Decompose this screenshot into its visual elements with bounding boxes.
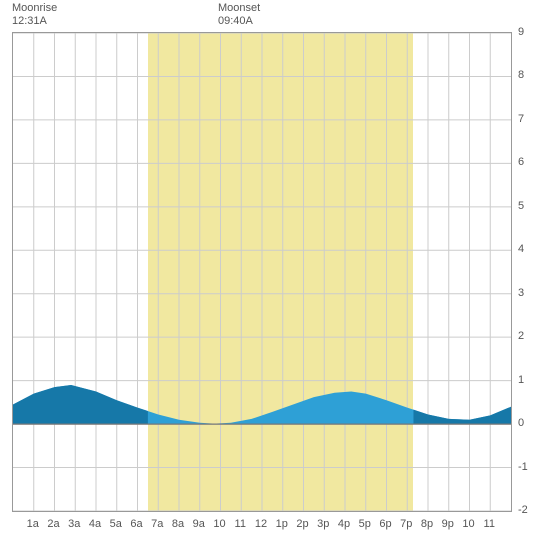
y-axis: -2-10123456789 (514, 32, 542, 512)
x-tick-label: 12 (255, 518, 267, 530)
y-tick-label: 3 (518, 287, 524, 299)
x-tick-label: 7p (400, 518, 412, 530)
gridlines (13, 33, 511, 511)
moonrise-time: 12:31A (12, 15, 57, 28)
x-tick-label: 3a (68, 518, 80, 530)
y-tick-label: 9 (518, 26, 524, 38)
x-tick-label: 6p (379, 518, 391, 530)
x-tick-label: 10 (213, 518, 225, 530)
moonset-label: Moonset (218, 2, 260, 15)
tide-area-dark-predawn (13, 385, 148, 424)
y-tick-label: 0 (518, 417, 524, 429)
y-tick-label: 1 (518, 374, 524, 386)
x-tick-label: 1a (27, 518, 39, 530)
moonrise-block: Moonrise 12:31A (12, 2, 57, 28)
x-tick-label: 9a (193, 518, 205, 530)
x-tick-label: 4a (89, 518, 101, 530)
x-tick-label: 7a (151, 518, 163, 530)
x-tick-label: 11 (235, 518, 246, 530)
y-tick-label: 8 (518, 69, 524, 81)
plot-svg (13, 33, 511, 511)
x-axis: 1a 2a 3a 4a 5a 6a 7a 8a 9a 10 11 12 1p 2p 3p 4p 5p 6p 7p 8p… (12, 516, 512, 536)
x-tick-label: 4p (338, 518, 350, 530)
x-tick-label: 1p (276, 518, 288, 530)
y-tick-label: -2 (518, 504, 528, 516)
y-tick-label: 5 (518, 200, 524, 212)
y-tick-label: 7 (518, 113, 524, 125)
tide-chart: Moonrise 12:31A Moonset 09:40A -2-101234… (0, 0, 550, 550)
moonset-time: 09:40A (218, 15, 260, 28)
moon-header: Moonrise 12:31A Moonset 09:40A (0, 2, 550, 32)
x-tick-label: 8p (421, 518, 433, 530)
x-tick-label: 6a (130, 518, 142, 530)
y-tick-label: 4 (518, 243, 524, 255)
plot-area (12, 32, 512, 512)
x-tick-label: 2a (47, 518, 59, 530)
moonrise-label: Moonrise (12, 2, 57, 15)
x-tick-label: 5a (110, 518, 122, 530)
x-tick-label: 10 (462, 518, 474, 530)
x-tick-label: 5p (359, 518, 371, 530)
y-tick-label: 2 (518, 330, 524, 342)
y-tick-label: -1 (518, 461, 528, 473)
y-tick-label: 6 (518, 156, 524, 168)
x-tick-label: 3p (317, 518, 329, 530)
x-tick-label: 9p (442, 518, 454, 530)
x-tick-label: 8a (172, 518, 184, 530)
x-tick-label: 2p (296, 518, 308, 530)
moonset-block: Moonset 09:40A (218, 2, 260, 28)
x-tick-label: 11 (484, 518, 495, 530)
